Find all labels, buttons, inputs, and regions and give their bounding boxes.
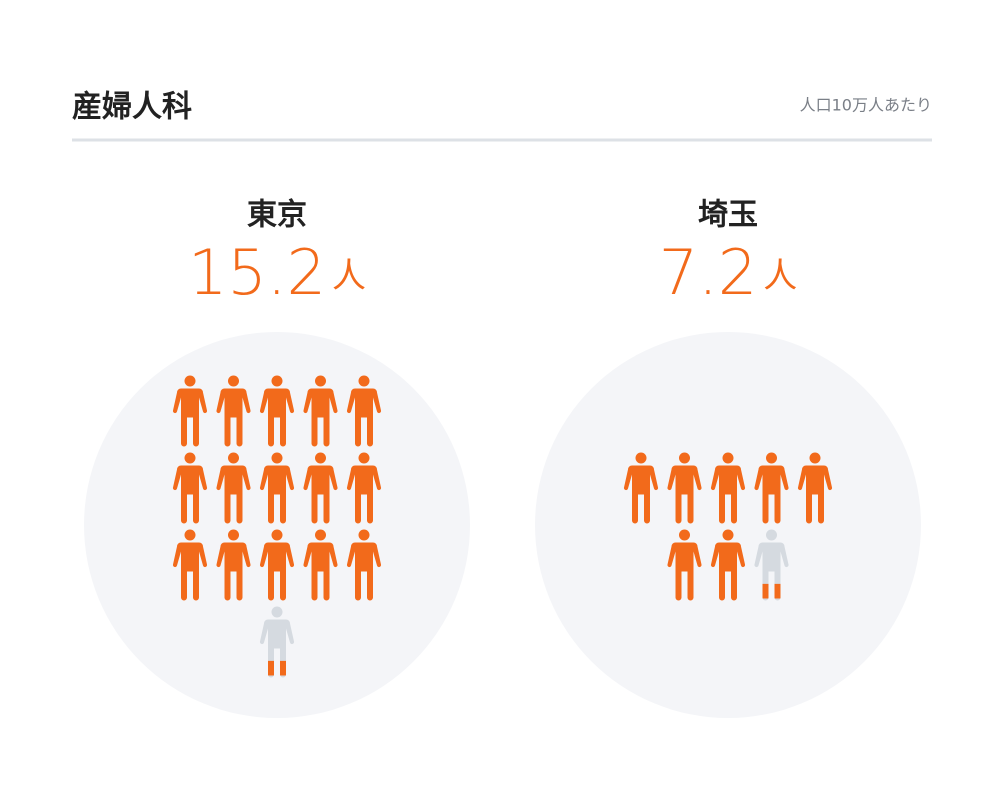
value-label: 15.2 人 <box>188 236 366 309</box>
page-subtitle: 人口10万人あたり <box>800 96 932 115</box>
person-icon <box>216 452 251 524</box>
person-icon <box>172 529 208 601</box>
person-icon <box>346 529 382 601</box>
chart-title: 埼玉 <box>698 198 758 233</box>
value-label: 7.2 人 <box>659 236 798 309</box>
person-icon <box>623 452 659 524</box>
plot-background <box>535 332 921 718</box>
person-icon <box>303 529 338 601</box>
page-title: 産婦人科 <box>72 90 192 125</box>
person-icon <box>259 375 295 447</box>
chart-title: 東京 <box>247 198 307 233</box>
person-icon <box>216 375 251 447</box>
person-icon <box>172 452 208 524</box>
person-icon <box>216 529 251 601</box>
person-icon <box>710 452 746 524</box>
value: 7.2 <box>659 236 758 309</box>
person-icon <box>754 529 789 601</box>
person-icon <box>667 529 702 601</box>
unit: 人 <box>332 256 366 296</box>
person-icon <box>259 606 295 678</box>
person-icon <box>259 452 295 524</box>
person-icon <box>346 452 382 524</box>
unit: 人 <box>763 256 797 296</box>
person-icon <box>172 375 208 447</box>
person-icon <box>710 529 746 601</box>
person-icon <box>754 452 789 524</box>
person-icon <box>303 375 338 447</box>
person-icon <box>797 452 833 524</box>
person-icon <box>667 452 702 524</box>
person-icon <box>259 529 295 601</box>
person-icon <box>346 375 382 447</box>
person-icon <box>303 452 338 524</box>
value: 15.2 <box>188 236 326 309</box>
plot-background <box>84 332 470 718</box>
